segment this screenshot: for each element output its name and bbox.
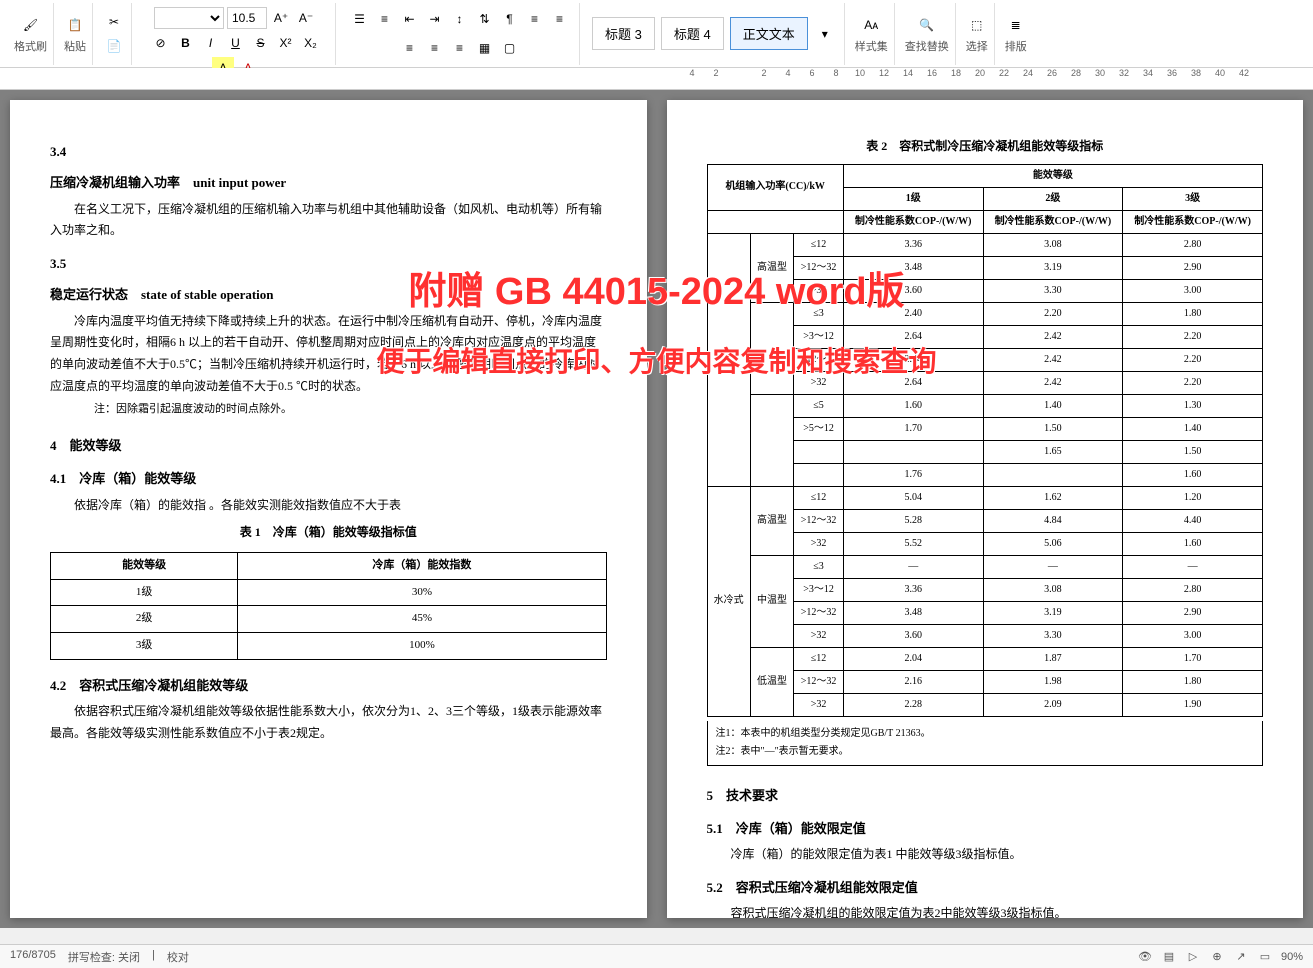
page-right: 表 2 容积式制冷压缩冷凝机组能效等级指标 机组输入功率(CC)/kW能效等级1… (667, 100, 1304, 918)
section-3.4: 3.4 (50, 140, 607, 163)
table2: 机组输入功率(CC)/kW能效等级1级2级3级 制冷性能系数COP-/(W/W)… (707, 164, 1264, 717)
decrease-font-icon[interactable]: A⁻ (295, 7, 317, 29)
find-icon[interactable]: 🔍 (916, 14, 938, 36)
view-web-icon[interactable]: ▷ (1185, 949, 1201, 965)
page-indicator[interactable]: 176/8705 (10, 949, 56, 965)
align-center-icon[interactable]: ≡ (549, 8, 571, 30)
align-justify-icon[interactable]: ≡ (424, 37, 446, 59)
page-left: 3.4 压缩冷凝机组输入功率 unit input power 在名义工况下，压… (10, 100, 647, 918)
font-size-input[interactable] (227, 7, 267, 29)
zoom-level[interactable]: 90% (1281, 951, 1303, 963)
subscript-icon[interactable]: X₂ (300, 32, 322, 54)
style-heading4[interactable]: 标题 4 (661, 17, 724, 50)
spellcheck-status[interactable]: 拼写检查: 关闭 (68, 949, 140, 965)
section-3.4-title: 压缩冷凝机组输入功率 unit input power (50, 171, 607, 194)
style-heading3[interactable]: 标题 3 (592, 17, 655, 50)
table2-note1: 注1：本表中的机组类型分类规定见GB/T 21363。 (716, 725, 1255, 743)
section-5.2: 5.2 容积式压缩冷凝机组能效限定值 (707, 876, 1264, 899)
show-marks-icon[interactable]: ¶ (499, 8, 521, 30)
main-toolbar: 🖌 格式刷 📋 粘贴 ✂ 📄 A⁺ A⁻ ⊘ B I U S X² X₂ A A… (0, 0, 1313, 68)
view-read-icon[interactable]: ▭ (1257, 949, 1273, 965)
divider: | (152, 949, 155, 965)
find-group: 🔍 查找替换 (899, 3, 956, 65)
arrange-icon[interactable]: ≣ (1005, 14, 1027, 36)
sort-icon[interactable]: ⇅ (474, 8, 496, 30)
section-3.5-note: 注：因除霜引起温度波动的时间点除外。 (72, 400, 607, 420)
view-eye-icon[interactable]: 👁 (1137, 949, 1153, 965)
section-3.5-body: 冷库内温度平均值无持续下降或持续上升的状态。在运行中制冷压缩机有自动开、停机，冷… (50, 311, 607, 397)
line-spacing-icon[interactable]: ↕ (449, 8, 471, 30)
section-3.5-title: 稳定运行状态 state of stable operation (50, 283, 607, 306)
italic-button[interactable]: I (200, 32, 222, 54)
font-group: A⁺ A⁻ ⊘ B I U S X² X₂ A A (136, 3, 336, 65)
view-print-icon[interactable]: ▤ (1161, 949, 1177, 965)
font-family-select[interactable] (154, 7, 224, 29)
align-left-icon[interactable]: ≡ (524, 8, 546, 30)
superscript-icon[interactable]: X² (275, 32, 297, 54)
styleset-label: 样式集 (855, 38, 888, 54)
increase-font-icon[interactable]: A⁺ (270, 7, 292, 29)
view-draft-icon[interactable]: ↗ (1233, 949, 1249, 965)
proof-status[interactable]: 校对 (167, 949, 189, 965)
styleset-icon[interactable]: Aᴀ (860, 14, 882, 36)
paste-label: 粘贴 (64, 38, 86, 54)
style-body[interactable]: 正文文本 (730, 17, 808, 50)
copy-icon[interactable]: 📄 (103, 35, 125, 57)
paste-icon[interactable]: 📋 (64, 14, 86, 36)
format-brush-icon[interactable]: 🖌 (20, 14, 42, 36)
table1-title: 表 1 冷库（箱）能效等级指标值 (50, 522, 607, 544)
document-area: 附赠 GB 44015-2024 word版 便于编辑直接打印、方便内容复制和搜… (0, 90, 1313, 928)
styles-group: 标题 3 标题 4 正文文本 ▾ (584, 3, 845, 65)
select-group: ⬚ 选择 (960, 3, 995, 65)
indent-dec-icon[interactable]: ⇤ (399, 8, 421, 30)
table1: 能效等级冷库（箱）能效指数1级30%2级45%3级100% (50, 552, 607, 660)
style-expand-icon[interactable]: ▾ (814, 23, 836, 45)
horizontal-ruler: 4224681012141618202224262830323436384042 (0, 68, 1313, 90)
select-icon[interactable]: ⬚ (966, 14, 988, 36)
section-5.2-body: 容积式压缩冷凝机组的能效限定值为表2中能效等级3级指标值。 (707, 903, 1264, 918)
clipboard-extra: ✂ 📄 (97, 3, 132, 65)
table2-title: 表 2 容积式制冷压缩冷凝机组能效等级指标 (707, 136, 1264, 158)
table2-notes: 注1：本表中的机组类型分类规定见GB/T 21363。 注2：表中"—"表示暂无… (707, 721, 1264, 766)
cut-icon[interactable]: ✂ (103, 11, 125, 33)
align-right-icon[interactable]: ≡ (399, 37, 421, 59)
format-brush-group: 🖌 格式刷 (8, 3, 54, 65)
paste-group: 📋 粘贴 (58, 3, 93, 65)
underline-button[interactable]: U (225, 32, 247, 54)
section-4: 4 能效等级 (50, 434, 607, 457)
select-label: 选择 (966, 38, 988, 54)
view-outline-icon[interactable]: ⊕ (1209, 949, 1225, 965)
arrange-group: ≣ 排版 (999, 3, 1033, 65)
section-4.1: 4.1 冷库（箱）能效等级 (50, 467, 607, 490)
strike-button[interactable]: S (250, 32, 272, 54)
bold-button[interactable]: B (175, 32, 197, 54)
indent-inc-icon[interactable]: ⇥ (424, 8, 446, 30)
section-4.2: 4.2 容积式压缩冷凝机组能效等级 (50, 674, 607, 697)
table2-note2: 注2：表中"—"表示暂无要求。 (716, 743, 1255, 761)
arrange-label: 排版 (1005, 38, 1027, 54)
section-3.4-body: 在名义工况下，压缩冷凝机组的压缩机输入功率与机组中其他辅助设备（如风机、电动机等… (50, 199, 607, 242)
styleset-group: Aᴀ 样式集 (849, 3, 895, 65)
clear-format-icon[interactable]: ⊘ (150, 32, 172, 54)
borders-icon[interactable]: ▢ (499, 37, 521, 59)
shading-icon[interactable]: ▦ (474, 37, 496, 59)
status-bar: 176/8705 拼写检查: 关闭 | 校对 👁 ▤ ▷ ⊕ ↗ ▭ 90% (0, 944, 1313, 968)
section-3.5: 3.5 (50, 252, 607, 275)
number-list-icon[interactable]: ≡ (374, 8, 396, 30)
section-4.1-body: 依据冷库（箱）的能效指 。各能效实测能效指数值应不大于表 (50, 495, 607, 517)
paragraph-group: ☰ ≡ ⇤ ⇥ ↕ ⇅ ¶ ≡ ≡ ≡ ≡ ≡ ▦ ▢ (340, 3, 580, 65)
section-5: 5 技术要求 (707, 784, 1264, 807)
section-5.1-body: 冷库（箱）的能效限定值为表1 中能效等级3级指标值。 (707, 844, 1264, 866)
section-5.1: 5.1 冷库（箱）能效限定值 (707, 817, 1264, 840)
format-brush-label: 格式刷 (14, 38, 47, 54)
find-label: 查找替换 (905, 38, 949, 54)
bullet-list-icon[interactable]: ☰ (349, 8, 371, 30)
section-4.2-body: 依据容积式压缩冷凝机组能效等级依据性能系数大小，依次分为1、2、3三个等级，1级… (50, 701, 607, 744)
align-dist-icon[interactable]: ≡ (449, 37, 471, 59)
